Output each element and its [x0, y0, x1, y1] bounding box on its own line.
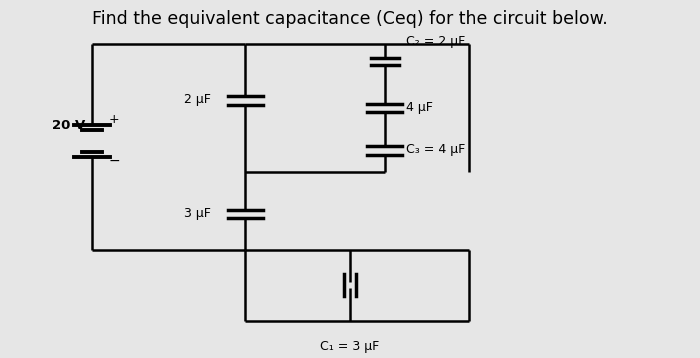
Text: C₁ = 3 μF: C₁ = 3 μF	[321, 340, 379, 353]
Text: 3 μF: 3 μF	[183, 207, 211, 219]
Text: C₃ = 4 μF: C₃ = 4 μF	[406, 143, 465, 156]
Text: 2 μF: 2 μF	[183, 93, 211, 106]
Text: C₂ = 2 μF: C₂ = 2 μF	[406, 35, 465, 48]
Text: 20 V: 20 V	[52, 119, 85, 132]
Text: +: +	[108, 113, 120, 126]
Text: 4 μF: 4 μF	[406, 101, 433, 113]
Text: −: −	[108, 154, 120, 168]
Text: Find the equivalent capacitance (Ceq) for the circuit below.: Find the equivalent capacitance (Ceq) fo…	[92, 10, 608, 28]
